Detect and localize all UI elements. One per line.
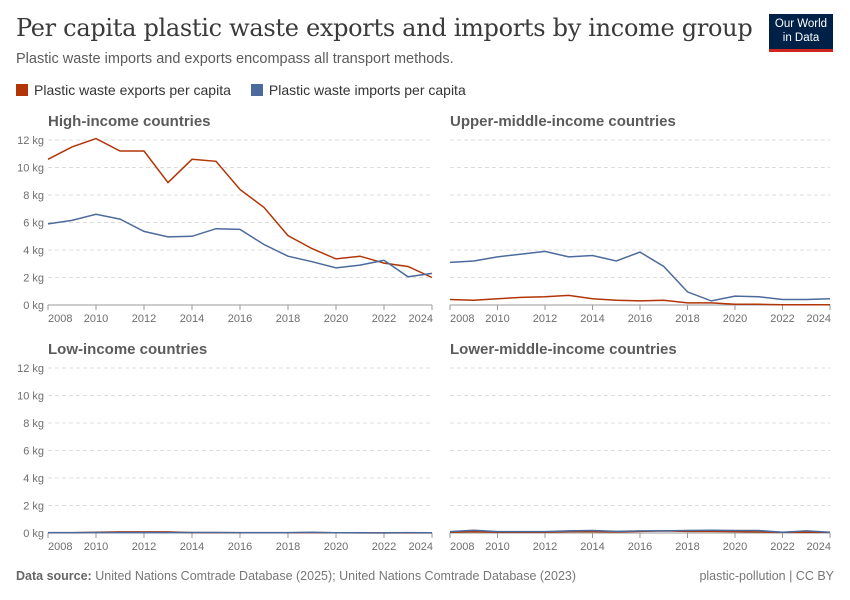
footer-right[interactable]: plastic-pollution | CC BY: [699, 569, 834, 583]
x-tick-label: 2008: [48, 541, 72, 553]
y-tick-label: 10 kg: [17, 391, 44, 403]
y-tick-label: 12 kg: [17, 363, 44, 375]
y-tick-label: 4 kg: [23, 473, 44, 485]
x-tick-label: 2018: [276, 541, 300, 553]
x-tick-label: 2014: [580, 313, 604, 325]
series-line-exports: [47, 137, 433, 279]
legend-label: Plastic waste imports per capita: [268, 82, 466, 98]
x-tick-label: 2012: [132, 313, 156, 325]
y-tick-label: 0 kg: [23, 300, 44, 312]
x-tick-label: 2014: [180, 541, 204, 553]
chart-subtitle: Plastic waste imports and exports encomp…: [16, 51, 454, 67]
panel-title: Upper-middle-income countries: [450, 113, 676, 130]
x-tick-label: 2024: [807, 541, 831, 553]
x-tick-label: 2020: [723, 541, 747, 553]
x-tick-label: 2012: [132, 541, 156, 553]
series-line-imports: [449, 250, 831, 302]
x-tick-label: 2016: [628, 313, 652, 325]
series-line-imports: [47, 213, 433, 278]
chart-title: Per capita plastic waste exports and imp…: [16, 14, 753, 42]
x-tick-label: 2010: [485, 313, 509, 325]
data-source: Data source: United Nations Comtrade Dat…: [16, 569, 576, 583]
x-tick-label: 2020: [324, 541, 348, 553]
legend-item-exports[interactable]: Plastic waste exports per capita: [16, 82, 231, 98]
x-tick-label: 2022: [372, 313, 396, 325]
y-tick-label: 0 kg: [23, 528, 44, 540]
x-tick-label: 2008: [450, 313, 474, 325]
x-tick-label: 2024: [409, 313, 433, 325]
x-tick-label: 2018: [675, 313, 699, 325]
y-tick-label: 2 kg: [23, 501, 44, 513]
y-tick-label: 12 kg: [17, 135, 44, 147]
x-tick-label: 2022: [770, 541, 794, 553]
y-tick-label: 6 kg: [23, 446, 44, 458]
y-tick-label: 10 kg: [17, 163, 44, 175]
x-tick-label: 2022: [372, 541, 396, 553]
legend-item-imports[interactable]: Plastic waste imports per capita: [250, 82, 466, 98]
legend-swatch: [250, 84, 263, 96]
x-tick-label: 2010: [485, 541, 509, 553]
panel-title: Low-income countries: [48, 341, 207, 358]
x-tick-label: 2010: [84, 313, 108, 325]
x-tick-label: 2008: [450, 541, 474, 553]
y-tick-label: 8 kg: [23, 190, 44, 202]
x-tick-label: 2022: [770, 313, 794, 325]
owid-logo[interactable]: Our World in Data: [769, 14, 833, 52]
legend-label: Plastic waste exports per capita: [34, 82, 231, 98]
source-label: Data source:: [16, 569, 92, 583]
series-line-imports: [48, 531, 433, 534]
x-tick-label: 2008: [48, 313, 72, 325]
panel-title: Lower-middle-income countries: [450, 341, 677, 358]
legend: Plastic waste exports per capita Plastic…: [16, 82, 466, 98]
y-tick-label: 8 kg: [23, 418, 44, 430]
x-tick-label: 2020: [723, 313, 747, 325]
x-tick-label: 2012: [533, 313, 557, 325]
x-tick-label: 2014: [180, 313, 204, 325]
x-tick-label: 2018: [276, 313, 300, 325]
x-tick-label: 2024: [807, 313, 831, 325]
legend-swatch: [16, 84, 28, 96]
x-tick-label: 2016: [628, 541, 652, 553]
source-text[interactable]: United Nations Comtrade Database (2025);…: [95, 569, 577, 583]
x-tick-label: 2024: [409, 541, 433, 553]
x-tick-label: 2010: [84, 541, 108, 553]
x-tick-label: 2018: [675, 541, 699, 553]
series-line-imports: [449, 529, 831, 534]
y-tick-label: 4 kg: [23, 245, 44, 257]
x-tick-label: 2016: [228, 313, 252, 325]
x-tick-label: 2014: [580, 541, 604, 553]
x-tick-label: 2016: [228, 541, 252, 553]
y-tick-label: 6 kg: [23, 218, 44, 230]
panel-title: High-income countries: [48, 113, 211, 130]
x-tick-label: 2012: [533, 541, 557, 553]
y-tick-label: 2 kg: [23, 273, 44, 285]
x-tick-label: 2020: [324, 313, 348, 325]
series-line-exports: [449, 294, 830, 306]
